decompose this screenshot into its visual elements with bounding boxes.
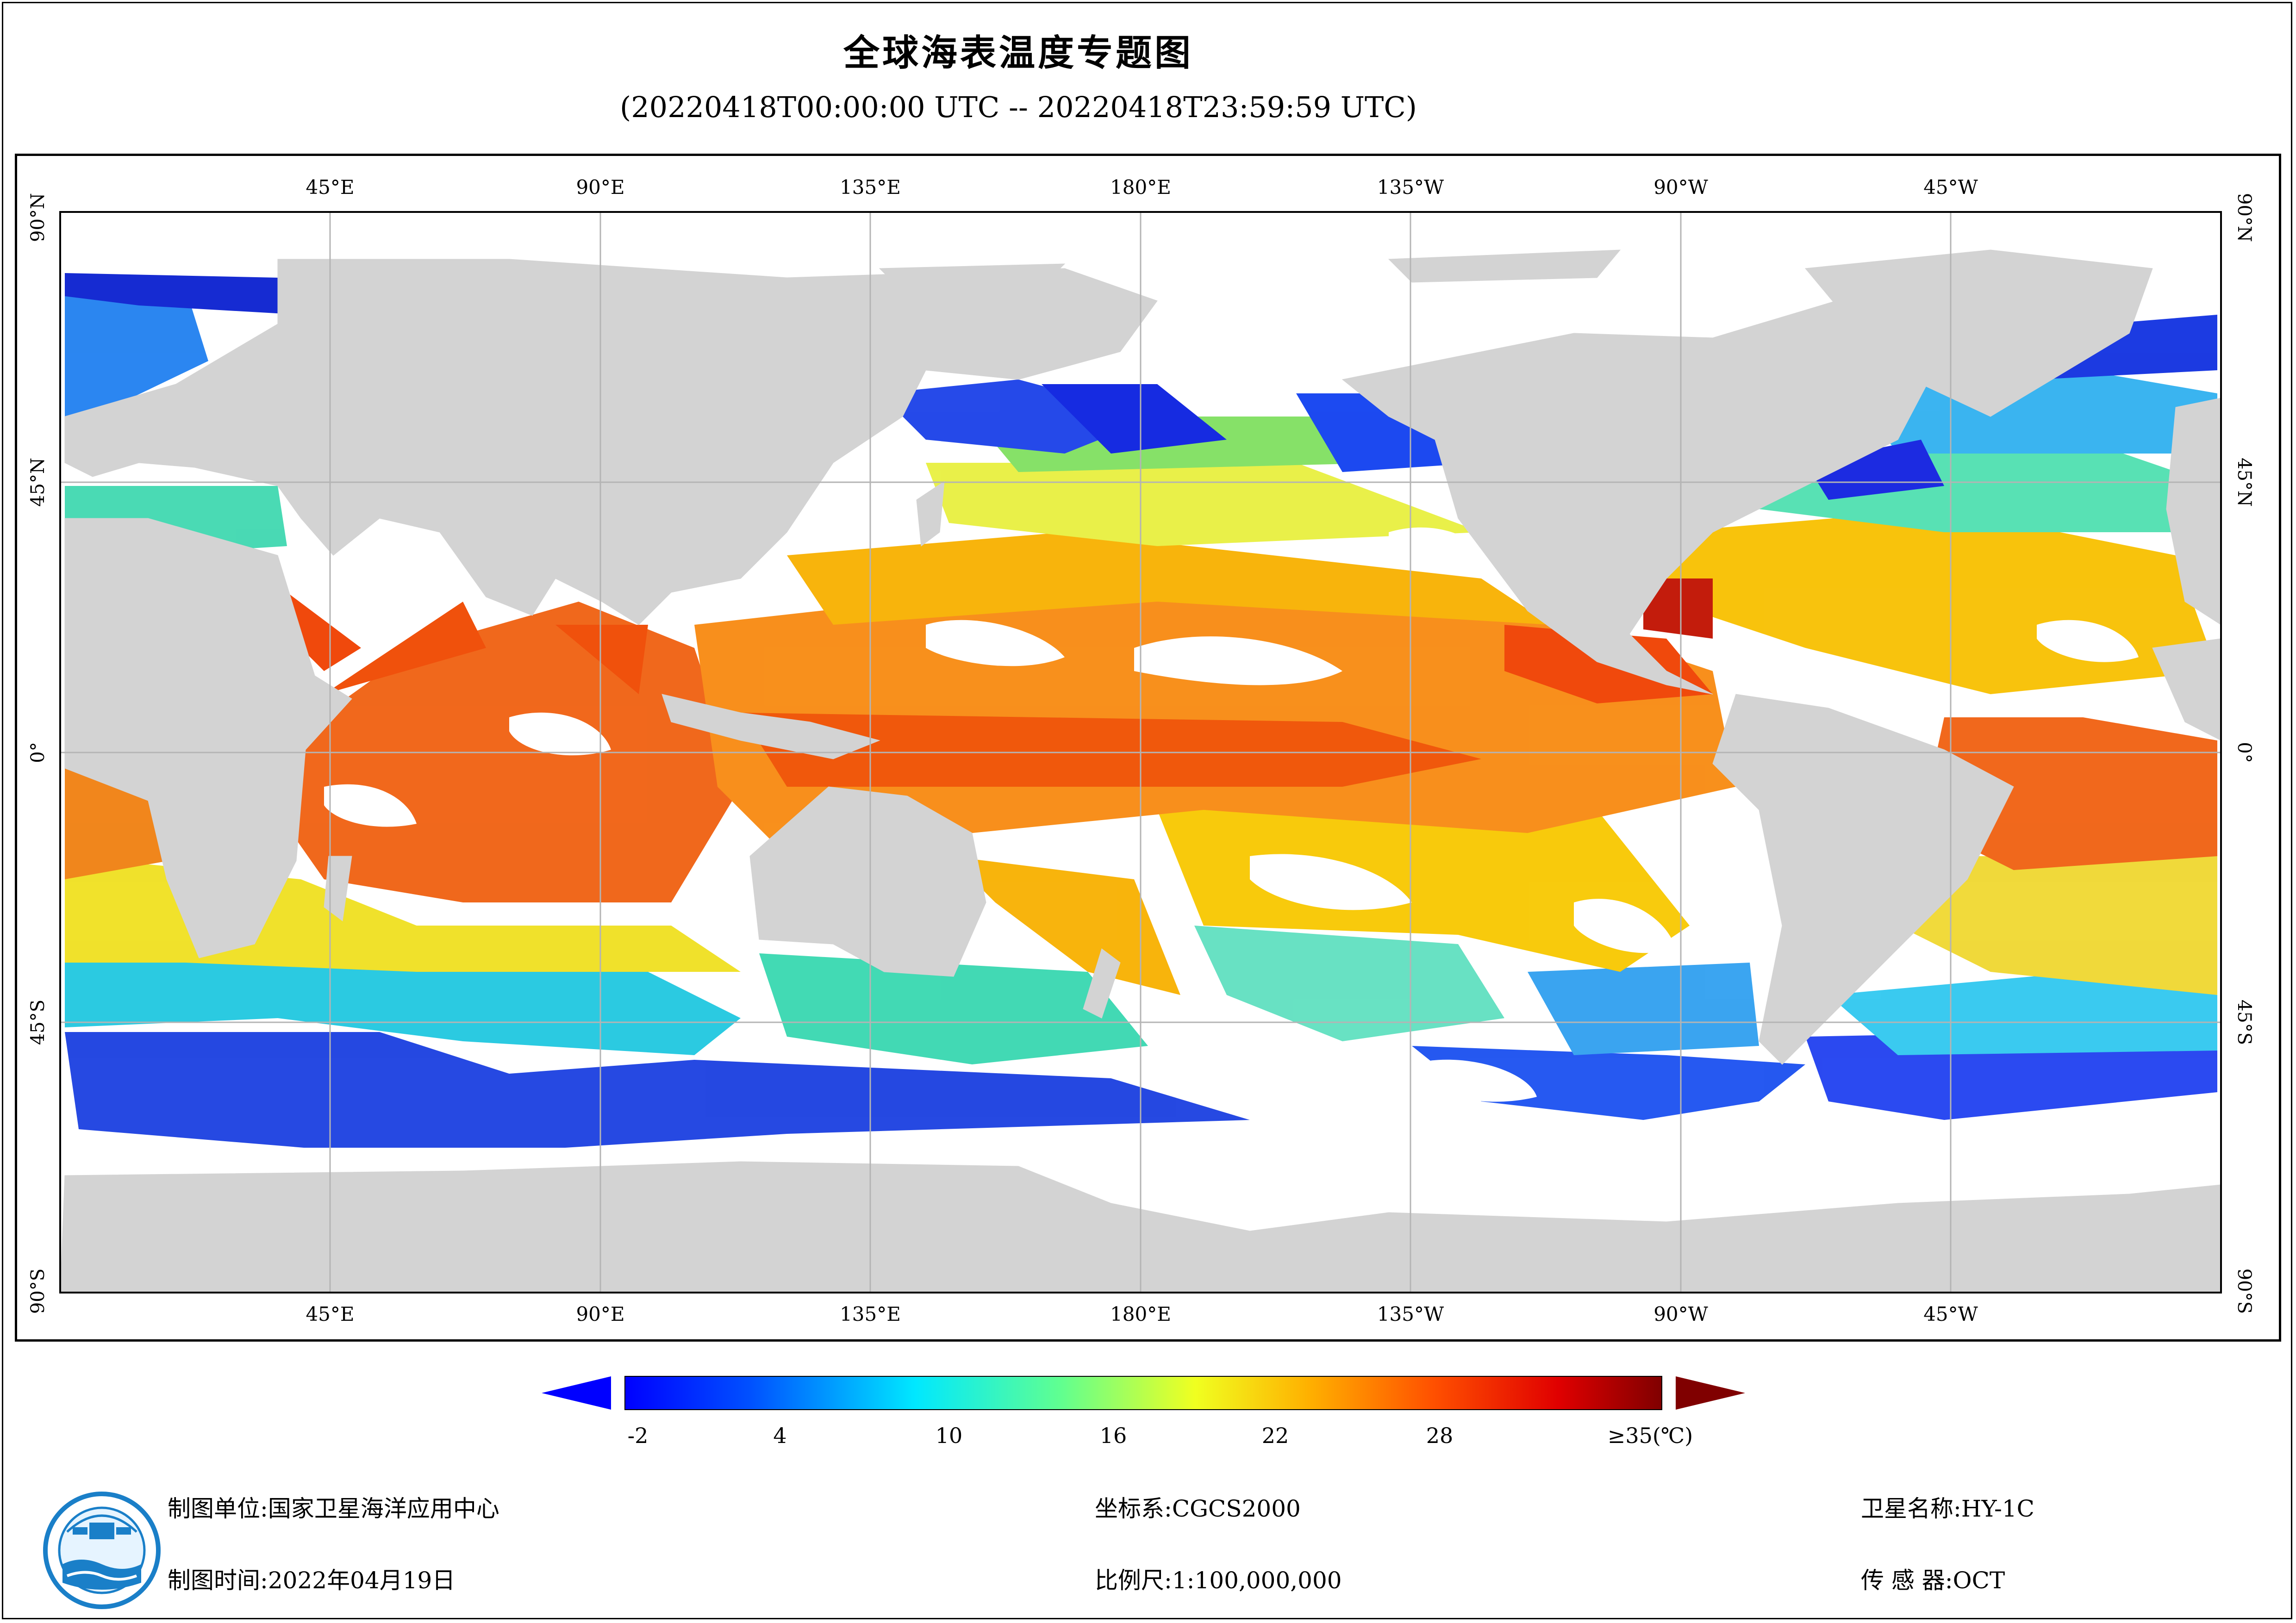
scale-value: 1:100,000,000	[1172, 1567, 1342, 1594]
colorbar-tick: 4	[773, 1423, 787, 1448]
colorbar	[542, 1376, 1745, 1410]
satellite-label: 卫星名称:	[1861, 1495, 1961, 1522]
sst-cool-south-4	[1528, 963, 1759, 1055]
lat-label-left-90n: 90°N	[27, 193, 49, 242]
lon-label-bottom-180: 180°E	[1110, 1303, 1171, 1325]
colorbar-tick: ≥35(℃)	[1607, 1423, 1693, 1448]
sst-equator-red	[741, 713, 1481, 787]
lon-label-bottom-45w: 45°W	[1923, 1303, 1978, 1325]
map-frame	[15, 154, 2281, 1342]
sst-atl-tropics	[1921, 717, 2217, 870]
nsoas-logo-icon	[43, 1492, 161, 1609]
scale-field: 比例尺:1:100,000,000	[1095, 1562, 1342, 1595]
sst-north-pac-yellow	[926, 463, 1481, 546]
sst-cold-south-east	[1412, 1046, 1805, 1120]
colorbar-max-arrow	[1676, 1376, 1745, 1410]
lon-label-bottom-135w: 135°W	[1377, 1303, 1444, 1325]
land-arctic-islands	[879, 249, 1621, 292]
sensor-label: 传 感 器:	[1861, 1567, 1953, 1594]
lon-label-top-90w: 90°W	[1653, 176, 1708, 199]
sst-cool-south-5	[1828, 972, 2217, 1055]
land-africa-west	[2152, 638, 2221, 741]
land-indonesia	[661, 694, 880, 759]
land-greenland	[1805, 249, 2153, 417]
date-value: 2022年04月19日	[268, 1567, 455, 1594]
lat-label-right-90n: 90°N	[2234, 193, 2255, 242]
sst-cool-south-2	[759, 953, 1148, 1064]
lat-label-right-0: 0°	[2234, 742, 2255, 763]
sensor-value: OCT	[1953, 1567, 2005, 1594]
sst-labrador-cold	[1805, 440, 1944, 500]
sst-gulf-red	[1643, 578, 1713, 639]
colorbar-tick: 16	[1099, 1423, 1127, 1448]
land-north-america	[1341, 296, 1945, 695]
land-south-america	[1712, 694, 2014, 1065]
sst-europe-north-cyan	[65, 287, 208, 417]
land-europe-west	[2166, 398, 2221, 625]
sensor-field: 传 感 器:OCT	[1861, 1562, 2005, 1595]
colorbar-min-arrow	[542, 1376, 611, 1410]
lat-label-right-90s: 90°S	[2234, 1268, 2255, 1314]
satellite-field: 卫星名称:HY-1C	[1861, 1490, 2034, 1524]
land-new-zealand	[1083, 948, 1121, 1019]
lon-label-bottom-45e: 45°E	[306, 1303, 355, 1325]
colorbar-tick: 22	[1261, 1423, 1289, 1448]
lon-label-bottom-90e: 90°E	[576, 1303, 625, 1325]
land-africa	[64, 518, 352, 958]
sst-cool-south-3	[1194, 926, 1504, 1041]
land-australia	[749, 786, 986, 977]
sst-cold-south	[65, 1032, 1250, 1157]
lat-label-right-45s: 45°S	[2234, 999, 2255, 1045]
crs-label: 坐标系:	[1095, 1495, 1172, 1522]
lon-label-top-135w: 135°W	[1377, 176, 1444, 199]
sst-tropics-indian-n	[324, 602, 648, 694]
sst-warm-south-2	[949, 856, 1180, 995]
lon-label-top-180: 180°E	[1110, 176, 1171, 199]
map-title: 全球海表温度专题图	[843, 32, 1193, 74]
lon-label-top-135e: 135°E	[840, 176, 901, 199]
date-label: 制图时间:	[168, 1567, 268, 1594]
time-range-subtitle: (20220418T00:00:00 UTC -- 20220418T23:59…	[620, 90, 1417, 124]
sst-warm-south-4	[1898, 856, 2217, 995]
lat-label-left-45n: 45°N	[27, 458, 49, 507]
land-madagascar	[324, 856, 352, 921]
org-label: 制图单位:	[168, 1495, 268, 1522]
crs-field: 坐标系:CGCS2000	[1095, 1490, 1301, 1524]
lat-label-right-45n: 45°N	[2234, 458, 2255, 507]
colorbar-gradient	[624, 1376, 1662, 1410]
satellite-value: HY-1C	[1961, 1495, 2034, 1522]
date-field: 制图时间:2022年04月19日	[168, 1562, 455, 1595]
colorbar-tick: 10	[935, 1423, 963, 1448]
lat-label-left-45s: 45°S	[27, 999, 49, 1045]
lon-label-top-45w: 45°W	[1923, 176, 1978, 199]
sst-north-pac-orange	[787, 532, 1551, 625]
sst-cool-south	[65, 963, 741, 1055]
scale-label: 比例尺:	[1095, 1567, 1172, 1594]
lon-label-bottom-90w: 90°W	[1653, 1303, 1708, 1325]
lon-label-top-90e: 90°E	[576, 176, 625, 199]
sst-bering-cold	[1042, 384, 1227, 454]
colorbar-tick: -2	[627, 1423, 649, 1448]
lat-label-left-0: 0°	[27, 742, 49, 763]
lat-label-left-90s: 90°S	[27, 1268, 49, 1314]
org-field: 制图单位:国家卫星海洋应用中心	[168, 1490, 499, 1524]
org-value: 国家卫星海洋应用中心	[268, 1495, 499, 1522]
sst-arctic-cold	[65, 273, 301, 315]
land-europe-asia	[64, 259, 1158, 625]
sst-warm-south-3	[1157, 810, 1690, 972]
land-japan	[916, 481, 945, 547]
lon-label-bottom-135e: 135°E	[840, 1303, 901, 1325]
graticule	[60, 212, 2221, 1293]
lon-label-top-45e: 45°E	[306, 176, 355, 199]
map-border	[59, 211, 2222, 1293]
crs-value: CGCS2000	[1172, 1495, 1301, 1522]
colorbar-tick: 28	[1426, 1423, 1454, 1448]
